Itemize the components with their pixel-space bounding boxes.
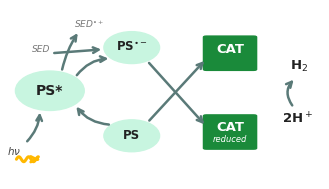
Text: H$_2$: H$_2$ — [290, 59, 308, 74]
Text: CAT: CAT — [216, 121, 244, 134]
FancyBboxPatch shape — [201, 34, 259, 72]
Text: CAT: CAT — [216, 43, 244, 56]
Text: PS: PS — [123, 129, 140, 142]
FancyBboxPatch shape — [201, 113, 259, 151]
Circle shape — [15, 71, 84, 110]
Circle shape — [104, 120, 160, 152]
Text: SED: SED — [32, 45, 50, 54]
Text: reduced: reduced — [213, 135, 247, 144]
Text: SED$^{\bullet +}$: SED$^{\bullet +}$ — [74, 18, 105, 30]
Text: PS*: PS* — [36, 84, 63, 98]
Circle shape — [104, 32, 160, 64]
Text: PS$^{\bullet -}$: PS$^{\bullet -}$ — [116, 41, 148, 54]
Text: 2H$^+$: 2H$^+$ — [282, 111, 313, 127]
Text: h$\nu$: h$\nu$ — [7, 145, 21, 157]
